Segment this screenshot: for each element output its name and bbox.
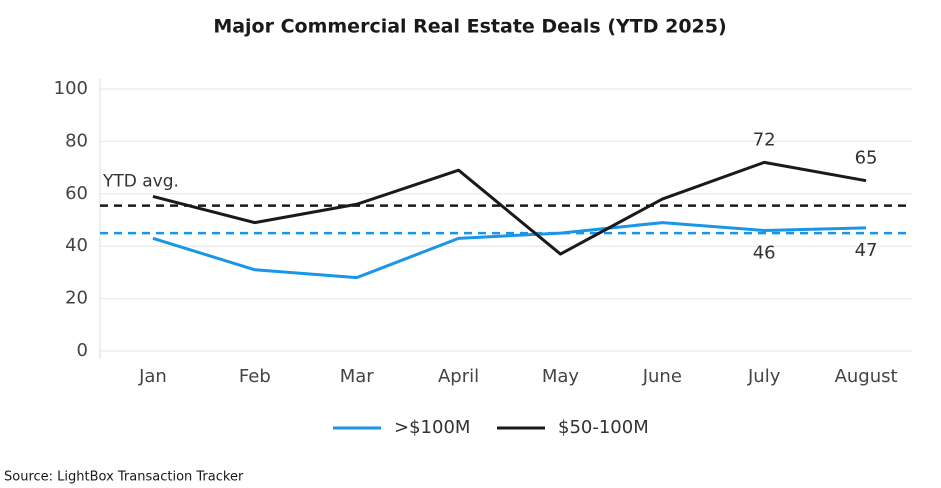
x-tick-label: August [835, 366, 898, 387]
y-tick-label: 80 [65, 130, 88, 151]
data-label: 47 [855, 240, 878, 261]
x-tick-label: Feb [239, 366, 271, 387]
series-line [152, 160, 867, 256]
legend-label: $50-100M [558, 417, 649, 438]
x-tick-label: Jan [138, 366, 167, 387]
x-tick-label: April [438, 366, 479, 387]
data-label: 46 [753, 242, 776, 263]
x-tick-label: May [542, 366, 580, 387]
x-tick-label: July [747, 366, 781, 387]
chart-title: Major Commercial Real Estate Deals (YTD … [213, 16, 726, 38]
data-label: 65 [855, 148, 878, 169]
x-tick-label: Mar [340, 366, 375, 387]
legend-label: >$100M [394, 417, 470, 438]
y-tick-label: 40 [65, 235, 88, 256]
data-label: 72 [753, 129, 776, 150]
source-note: Source: LightBox Transaction Tracker [4, 470, 244, 485]
y-tick-label: 100 [54, 78, 88, 99]
average-label: YTD avg. [102, 172, 179, 192]
series-line [152, 221, 867, 280]
y-tick-label: 20 [65, 288, 88, 309]
y-tick-label: 0 [77, 340, 88, 361]
y-tick-label: 60 [65, 183, 88, 204]
x-tick-label: June [642, 366, 682, 387]
